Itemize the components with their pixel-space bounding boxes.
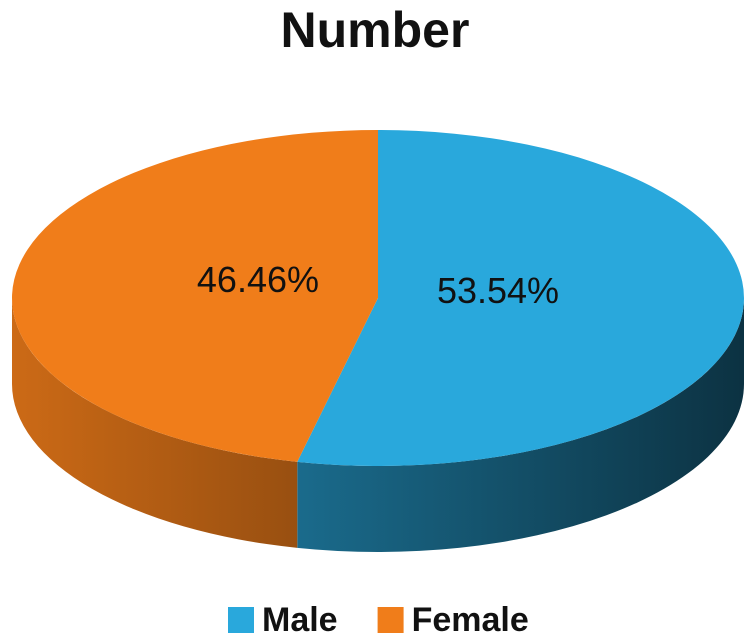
value-label: 53.54% (437, 270, 559, 311)
pie-slice (297, 130, 744, 466)
pie-side (12, 298, 298, 548)
legend-swatch (377, 607, 404, 633)
legend-label: Male (262, 601, 338, 639)
pie-side (297, 298, 744, 552)
chart-title: Number (281, 2, 470, 58)
legend-swatch (228, 607, 254, 633)
pie-slice (11, 130, 379, 462)
legend-label: Female (412, 601, 529, 639)
value-label: 46.46% (197, 259, 319, 300)
